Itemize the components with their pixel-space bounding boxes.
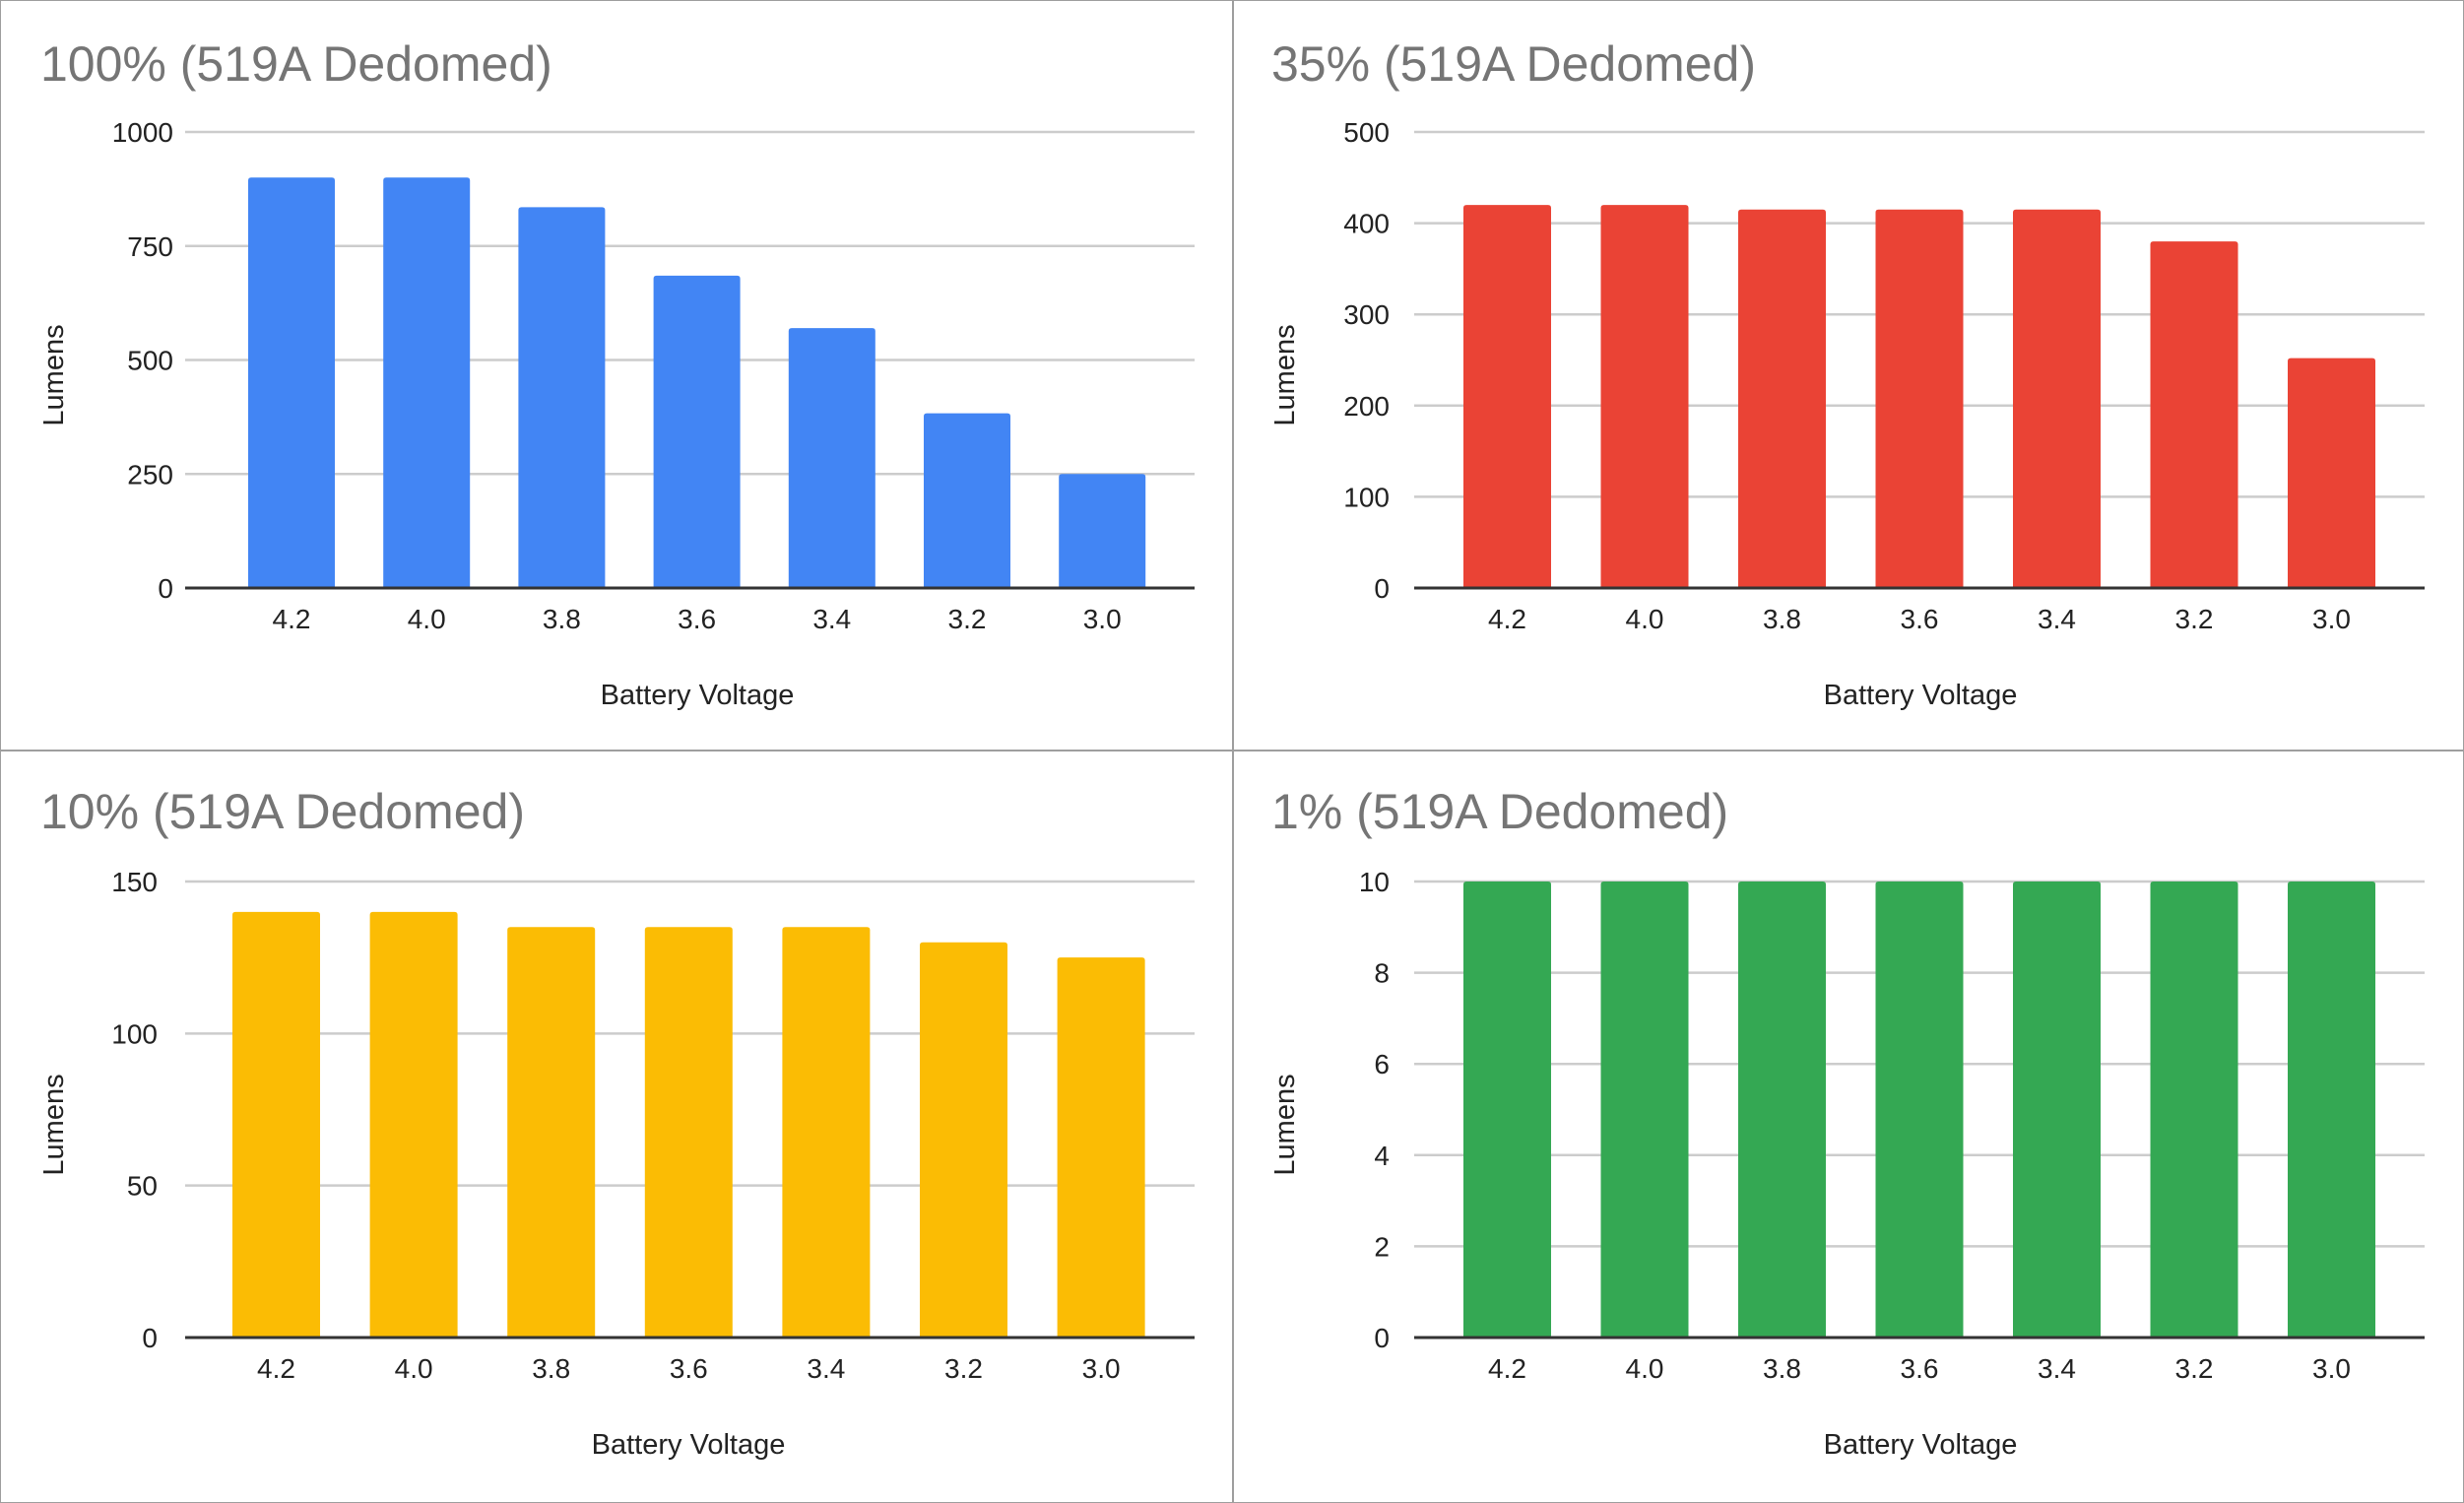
chart-1-percent: 1% (519A Dedomed) 0 2 4 6 8 10 4.2 4.0 3.8 3.6 3.4 3… bbox=[1269, 784, 2425, 1461]
bar-3-0 bbox=[2288, 358, 2375, 588]
y-tick-label: 750 bbox=[127, 231, 173, 262]
y-tick-label: 6 bbox=[1374, 1049, 1390, 1079]
bar-3-6 bbox=[1875, 882, 1964, 1338]
y-tick-label: 300 bbox=[1343, 299, 1390, 330]
y-tick-label: 4 bbox=[1374, 1141, 1390, 1171]
y-tick-label: 150 bbox=[111, 867, 158, 897]
bar-3-8 bbox=[1738, 882, 1826, 1338]
chart-35-percent: 35% (519A Dedomed) 0 100 200 300 400 500 4.2 4.0… bbox=[1269, 36, 2425, 711]
x-axis-title: Battery Voltage bbox=[601, 680, 795, 711]
x-tick-label: 4.0 bbox=[1626, 1353, 1664, 1384]
bar-3-0 bbox=[2288, 882, 2375, 1338]
bar-3-4 bbox=[788, 328, 875, 588]
y-axis-title: Lumens bbox=[1269, 324, 1301, 425]
x-tick-label: 3.2 bbox=[948, 604, 987, 634]
x-tick-label: 3.4 bbox=[807, 1353, 845, 1384]
bar-3-6 bbox=[653, 275, 741, 588]
bar-3-4 bbox=[2013, 882, 2101, 1338]
x-tick-label: 4.2 bbox=[273, 604, 311, 634]
chart-title: 10% (519A Dedomed) bbox=[40, 784, 525, 839]
x-tick-label: 3.6 bbox=[670, 1353, 708, 1384]
y-tick-label: 500 bbox=[127, 346, 173, 376]
x-tick-label: 3.6 bbox=[678, 604, 716, 634]
bar-3-2 bbox=[920, 942, 1007, 1338]
y-tick-label: 100 bbox=[111, 1018, 158, 1049]
bar-3-2 bbox=[2150, 241, 2238, 588]
y-tick-label: 0 bbox=[1374, 1323, 1390, 1353]
bar-4-0 bbox=[1600, 205, 1689, 588]
chart-title: 1% (519A Dedomed) bbox=[1271, 784, 1728, 839]
bar-3-2 bbox=[924, 413, 1010, 588]
x-tick-label: 3.8 bbox=[543, 604, 581, 634]
y-tick-label: 50 bbox=[127, 1171, 158, 1202]
x-tick-label: 3.8 bbox=[1763, 604, 1801, 634]
x-tick-label: 3.4 bbox=[2038, 604, 2076, 634]
x-tick-label: 3.0 bbox=[1083, 604, 1122, 634]
x-tick-label: 3.0 bbox=[1082, 1353, 1121, 1384]
bar-3-6 bbox=[644, 927, 733, 1338]
y-tick-label: 10 bbox=[1359, 867, 1390, 897]
x-tick-label: 3.2 bbox=[2175, 1353, 2214, 1384]
chart-title: 100% (519A Dedomed) bbox=[40, 36, 552, 92]
y-tick-label: 400 bbox=[1343, 209, 1390, 239]
bar-4-0 bbox=[369, 911, 458, 1338]
bar-3-0 bbox=[1059, 474, 1146, 588]
x-tick-label: 4.2 bbox=[1488, 604, 1526, 634]
y-tick-label: 0 bbox=[158, 573, 173, 604]
x-tick-label: 3.2 bbox=[944, 1353, 983, 1384]
bar-3-8 bbox=[1738, 209, 1826, 588]
y-tick-label: 250 bbox=[127, 459, 173, 490]
x-axis-title: Battery Voltage bbox=[1824, 680, 2018, 711]
bar-4-0 bbox=[1600, 882, 1689, 1338]
x-tick-label: 4.2 bbox=[257, 1353, 295, 1384]
y-tick-label: 1000 bbox=[112, 117, 173, 148]
x-tick-label: 4.0 bbox=[395, 1353, 433, 1384]
y-tick-label: 200 bbox=[1343, 391, 1390, 422]
chart-100-percent: 100% (519A Dedomed) 0 250 500 750 1000 4.2 4.0 3… bbox=[38, 36, 1195, 711]
x-tick-label: 3.2 bbox=[2175, 604, 2214, 634]
y-axis-title: Lumens bbox=[1269, 1074, 1301, 1175]
x-axis-title: Battery Voltage bbox=[1824, 1429, 2018, 1461]
bar-3-8 bbox=[507, 927, 596, 1338]
bar-4-2 bbox=[232, 911, 320, 1338]
y-tick-label: 0 bbox=[142, 1323, 158, 1353]
x-tick-label: 3.6 bbox=[1901, 604, 1939, 634]
bar-3-0 bbox=[1057, 957, 1145, 1338]
x-tick-label: 3.8 bbox=[1763, 1353, 1801, 1384]
y-tick-label: 100 bbox=[1343, 482, 1390, 512]
y-tick-label: 2 bbox=[1374, 1231, 1390, 1262]
y-tick-label: 8 bbox=[1374, 958, 1390, 989]
x-tick-label: 3.6 bbox=[1901, 1353, 1939, 1384]
x-tick-label: 3.0 bbox=[2312, 1353, 2351, 1384]
bar-3-2 bbox=[2150, 882, 2238, 1338]
x-tick-label: 4.0 bbox=[408, 604, 446, 634]
bar-3-4 bbox=[2013, 209, 2101, 588]
panel-divider-horizontal bbox=[0, 750, 2464, 752]
panel-divider-vertical bbox=[1232, 0, 1234, 1503]
x-tick-label: 3.4 bbox=[2038, 1353, 2076, 1384]
bar-4-0 bbox=[383, 177, 471, 589]
x-tick-label: 4.0 bbox=[1626, 604, 1664, 634]
bar-3-4 bbox=[782, 927, 871, 1338]
y-tick-label: 500 bbox=[1343, 117, 1390, 148]
bar-4-2 bbox=[1463, 205, 1551, 588]
x-tick-label: 3.0 bbox=[2312, 604, 2351, 634]
bar-4-2 bbox=[1463, 882, 1551, 1338]
bar-3-6 bbox=[1875, 209, 1964, 588]
bar-3-8 bbox=[518, 207, 606, 588]
y-tick-label: 0 bbox=[1374, 573, 1390, 604]
chart-title: 35% (519A Dedomed) bbox=[1271, 36, 1756, 92]
x-tick-label: 3.8 bbox=[532, 1353, 570, 1384]
y-axis-title: Lumens bbox=[38, 1074, 70, 1175]
bar-4-2 bbox=[248, 177, 335, 589]
x-axis-title: Battery Voltage bbox=[592, 1429, 786, 1461]
chart-10-percent: 10% (519A Dedomed) 0 50 100 150 4.2 4.0 3.8 3.6 3… bbox=[38, 784, 1195, 1461]
x-tick-label: 3.4 bbox=[812, 604, 851, 634]
y-axis-title: Lumens bbox=[38, 324, 70, 425]
x-tick-label: 4.2 bbox=[1488, 1353, 1526, 1384]
